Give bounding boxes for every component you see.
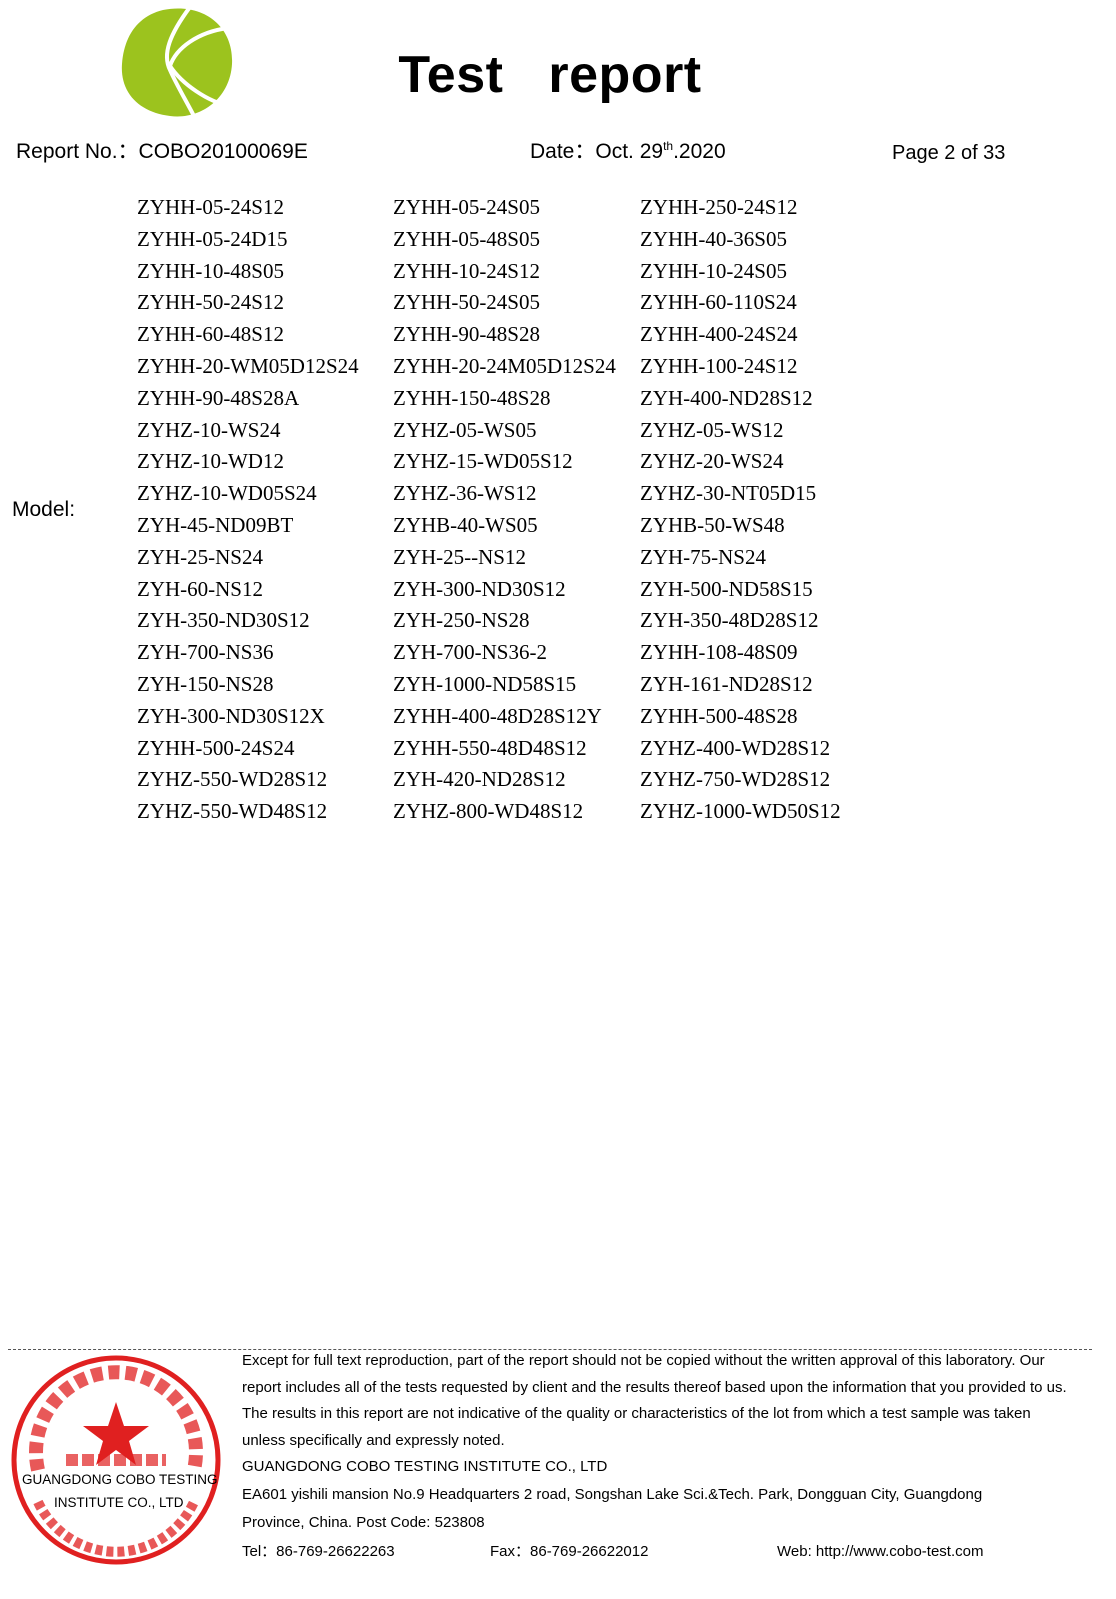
model-entry: ZYHH-108-48S09 <box>640 640 798 665</box>
report-number: Report No.：COBO20100069E <box>16 140 308 163</box>
model-entry: ZYHH-500-24S24 <box>137 735 295 760</box>
model-entry: ZYH-700-NS36 <box>137 640 274 665</box>
disclaimer-line: The results in this report are not indic… <box>242 1405 1031 1422</box>
model-entry: ZYH-300-ND30S12 <box>393 576 566 601</box>
model-entry: ZYH-45-ND09BT <box>137 513 294 537</box>
model-entry: ZYHH-150-48S28 <box>393 385 551 410</box>
model-entry: ZYHH-50-24S05 <box>393 290 540 315</box>
model-entry: ZYHH-10-24S05 <box>640 258 787 283</box>
model-entry: ZYHZ-1000-WD50S12 <box>640 799 841 824</box>
model-entry: ZYHB-40-WS05 <box>393 513 538 537</box>
model-entry: ZYH-150-NS28 <box>137 672 274 696</box>
model-entry: ZYH-161-ND28S12 <box>640 672 813 696</box>
cobo-logo <box>121 5 233 121</box>
date-suffix: .2020 <box>673 140 726 163</box>
date-sup: th <box>663 139 674 153</box>
model-entry: ZYH-25--NS12 <box>393 544 526 569</box>
model-entry: ZYHZ-20-WS24 <box>640 449 784 474</box>
model-entry: ZYHH-05-24D15 <box>137 226 288 251</box>
model-entry: ZYHH-05-48S05 <box>393 226 540 251</box>
model-entry: ZYHH-50-24S12 <box>137 290 284 315</box>
model-entry: ZYHH-10-24S12 <box>393 258 540 283</box>
model-entry: ZYHH-90-48S28 <box>393 322 540 347</box>
model-entry: ZYH-75-NS24 <box>640 544 766 569</box>
model-entry: ZYH-350-ND30S12 <box>137 608 310 633</box>
model-entry: ZYHH-500-48S28 <box>640 703 798 728</box>
website-link[interactable]: Web: http://www.cobo-test.com <box>777 1543 984 1560</box>
model-entry: ZYHZ-550-WD28S12 <box>137 767 328 792</box>
telephone: Tel：86-769-26622263 <box>242 1543 395 1560</box>
seal-icon <box>11 1355 221 1565</box>
address-line-2: Province, China. Post Code: 523808 <box>242 1514 485 1531</box>
footer-divider <box>8 1349 1092 1350</box>
address-line-1: EA601 yishili mansion No.9 Headquarters … <box>242 1486 983 1503</box>
company-name: GUANGDONG COBO TESTING INSTITUTE CO., LT… <box>242 1458 608 1475</box>
model-entry: ZYHH-400-48D28S12Y <box>393 703 602 728</box>
page-number: Page 2 of 33 <box>892 142 1006 164</box>
company-seal: GUANGDONG COBO TESTING INSTITUTE CO., LT… <box>8 1352 224 1568</box>
model-entry: ZYHH-05-24S12 <box>137 195 284 219</box>
model-entry: ZYHH-05-24S05 <box>393 195 540 219</box>
fax: Fax：86-769-26622012 <box>490 1543 649 1560</box>
model-entry: ZYHB-50-WS48 <box>640 513 785 537</box>
report-date: Date：Oct. 29th.2020 <box>530 139 726 165</box>
model-entry: ZYHH-10-48S05 <box>137 258 284 283</box>
model-entry: ZYH-25-NS24 <box>137 544 263 569</box>
model-entry: ZYHZ-10-WS24 <box>137 417 281 442</box>
model-entry: ZYHZ-550-WD48S12 <box>137 799 328 824</box>
model-entry: ZYH-420-ND28S12 <box>393 767 566 792</box>
model-entry: ZYH-350-48D28S12 <box>640 608 819 633</box>
model-entry: ZYH-400-ND28S12 <box>640 385 813 410</box>
model-entry: ZYHH-60-48S12 <box>137 322 284 347</box>
disclaimer-line: Except for full text reproduction, part … <box>242 1352 1045 1369</box>
model-entry: ZYH-300-ND30S12X <box>137 703 325 728</box>
model-entry: ZYHZ-15-WD05S12 <box>393 449 573 474</box>
disclaimer-line: unless specifically and expressly noted. <box>242 1432 505 1449</box>
model-entry: ZYHZ-36-WS12 <box>393 481 537 506</box>
model-entry: ZYHH-250-24S12 <box>640 195 798 219</box>
model-entry: ZYHH-20-WM05D12S24 <box>137 354 359 378</box>
stamp-overlay-line1: GUANGDONG COBO TESTING <box>22 1472 218 1487</box>
model-entry: ZYHH-60-110S24 <box>640 290 797 315</box>
disclaimer-line: report includes all of the tests request… <box>242 1379 1067 1396</box>
model-entry: ZYHZ-750-WD28S12 <box>640 767 831 792</box>
model-entry: ZYHZ-10-WD12 <box>137 449 284 474</box>
model-entry: ZYH-500-ND58S15 <box>640 576 813 601</box>
model-entry: ZYHH-90-48S28A <box>137 385 300 410</box>
page-title: Test report <box>398 46 702 104</box>
model-entry: ZYH-1000-ND58S15 <box>393 672 577 696</box>
model-entry: ZYHH-100-24S12 <box>640 354 798 378</box>
model-entry: ZYHZ-400-WD28S12 <box>640 735 831 760</box>
model-entry: ZYHH-20-24M05D12S24 <box>393 354 616 378</box>
model-label: Model: <box>12 498 76 521</box>
model-entry: ZYHZ-800-WD48S12 <box>393 799 584 824</box>
model-entry: ZYH-250-NS28 <box>393 608 530 633</box>
model-entry: ZYH-60-NS12 <box>137 576 263 601</box>
date-prefix: Date：Oct. 29 <box>530 140 664 163</box>
model-entry: ZYHH-400-24S24 <box>640 322 798 347</box>
model-entry: ZYH-700-NS36-2 <box>393 640 547 665</box>
model-entry: ZYHZ-30-NT05D15 <box>640 481 817 506</box>
model-entry: ZYHZ-05-WS12 <box>640 417 784 442</box>
model-entry: ZYHZ-05-WS05 <box>393 417 537 442</box>
stamp-overlay-line2: INSTITUTE CO., LTD <box>54 1495 184 1510</box>
model-entry: ZYHZ-10-WD05S24 <box>137 481 317 506</box>
model-entry: ZYHH-40-36S05 <box>640 226 787 251</box>
model-entry: ZYHH-550-48D48S12 <box>393 735 587 760</box>
